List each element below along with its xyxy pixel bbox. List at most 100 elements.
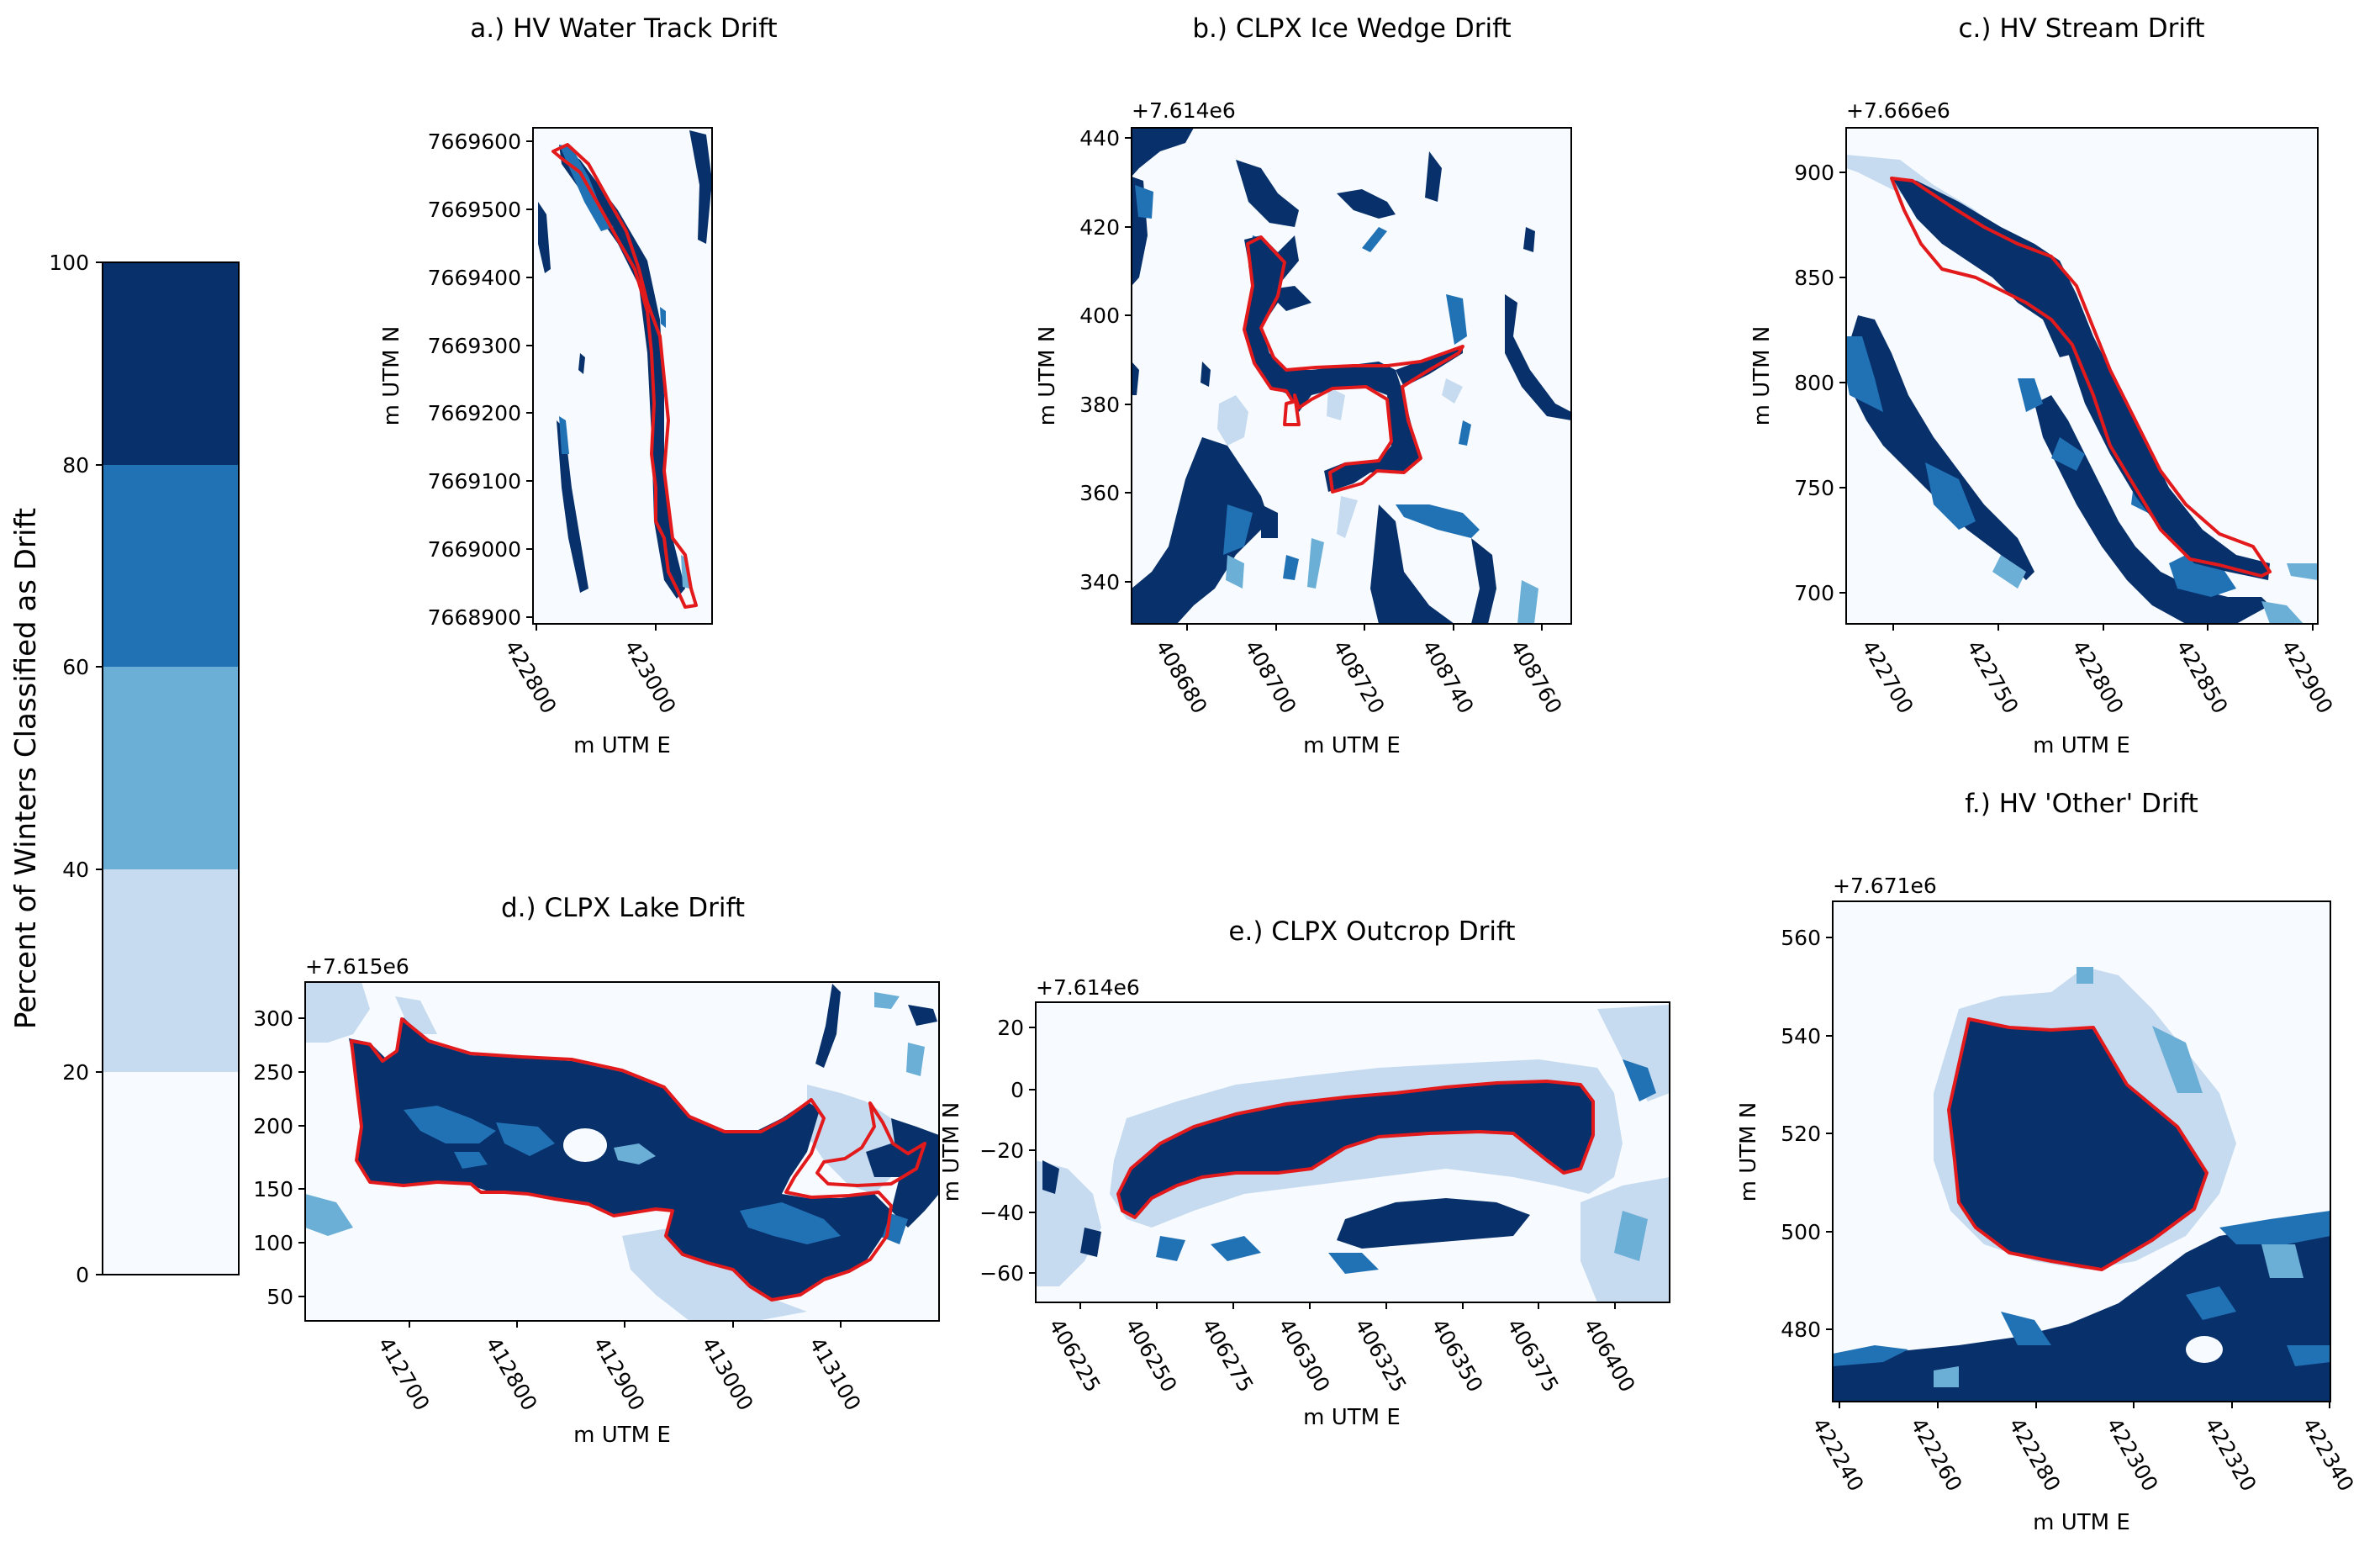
- panel-c-y-tick: 900: [1794, 161, 1834, 185]
- panel-d-y-tick: 300: [253, 1006, 293, 1031]
- panel-f-title: f.) HV 'Other' Drift: [1965, 789, 2198, 819]
- panel-e-x-tick: 406275: [1197, 1315, 1259, 1397]
- panel-f-x-tick: 422320: [2200, 1414, 2261, 1496]
- colorbar-bin-80-100: [103, 262, 239, 465]
- panel-b-x-tick: 408720: [1328, 636, 1390, 718]
- colorbar-bin-20-40: [103, 869, 239, 1072]
- colorbar-tick: 20: [62, 1060, 89, 1085]
- colorbar-tick: 100: [49, 251, 89, 275]
- panel-a-y-tick: 7669000: [428, 537, 521, 562]
- colorbar-label: Percent of Winters Classified as Drift: [9, 508, 43, 1029]
- panel-d-boundary: [350, 1017, 893, 1302]
- panel-e-ylabel: m UTM N: [939, 1102, 964, 1202]
- panel-b-y-tick: 340: [1079, 570, 1120, 594]
- panel-d-title: d.) CLPX Lake Drift: [501, 893, 745, 923]
- colorbar-tick: 60: [62, 655, 89, 679]
- panel-f-x-tick: 422260: [1906, 1414, 1967, 1496]
- panel-e-offset: +7.614e6: [1036, 975, 1140, 1000]
- panel-d-y-tick: 200: [253, 1114, 293, 1138]
- colorbar-bin-60-80: [103, 465, 239, 667]
- panel-b-drift-raster: [1132, 128, 1571, 624]
- panel-b-title: b.) CLPX Ice Wedge Drift: [1192, 13, 1511, 44]
- panel-f-y-tick: 480: [1781, 1318, 1821, 1342]
- panel-e-frame: [1035, 1001, 1670, 1303]
- panel-f-ylabel: m UTM N: [1736, 1102, 1761, 1202]
- panel-a-y-tick: 7669400: [428, 266, 521, 290]
- colorbar-tick: 40: [62, 858, 89, 882]
- panel-f-y-tick: 500: [1781, 1220, 1821, 1244]
- panel-e-x-tick: 406375: [1502, 1315, 1564, 1397]
- panel-c-x-tick: 422850: [2172, 636, 2233, 718]
- panel-c-title: c.) HV Stream Drift: [1959, 13, 2205, 44]
- panel-f-offset: +7.671e6: [1833, 874, 1937, 898]
- colorbar-tick: 0: [76, 1263, 89, 1287]
- panel-d-frame: [304, 981, 940, 1322]
- panel-b-x-tick: 408740: [1417, 636, 1479, 718]
- panel-b-ylabel: m UTM N: [1035, 326, 1060, 426]
- panel-f-x-tick: 422240: [1807, 1414, 1869, 1496]
- panel-e-x-tick: 406225: [1044, 1315, 1106, 1397]
- panel-c-x-tick: 422700: [1857, 636, 1918, 718]
- panel-d-y-tick: 100: [253, 1231, 293, 1255]
- panel-b-x-tick: 408760: [1506, 636, 1567, 718]
- panel-a-frame: [532, 127, 713, 625]
- panel-a-boundary: [551, 143, 698, 609]
- panel-b-y-tick: 400: [1079, 304, 1120, 328]
- panel-d-x-tick: 412900: [588, 1333, 650, 1415]
- panel-c-x-tick: 422750: [1962, 636, 2024, 718]
- panel-e-title: e.) CLPX Outcrop Drift: [1228, 916, 1515, 947]
- panel-b-y-tick: 440: [1079, 126, 1120, 151]
- panel-a: a.) HV Water Track Drift 7669600 7669500…: [379, 13, 778, 758]
- panel-a-x-tick: 423000: [620, 636, 681, 718]
- panel-a-y-tick: 7669200: [428, 401, 521, 425]
- colorbar-tick: 80: [62, 453, 89, 478]
- panel-e-x-tick: 406400: [1579, 1315, 1640, 1397]
- colorbar: 0 20 40 60 80 100 Percent of Winters Cla…: [9, 251, 240, 1287]
- panel-c-boundary: [1890, 177, 2272, 578]
- panel-c-offset: +7.666e6: [1846, 98, 1950, 123]
- panel-e-xlabel: m UTM E: [1303, 1405, 1401, 1430]
- panel-a-title: a.) HV Water Track Drift: [470, 13, 777, 44]
- panel-d-x-tick: 413000: [697, 1333, 758, 1415]
- panel-f: f.) HV 'Other' Drift +7.671e6: [1736, 789, 2359, 1535]
- panel-d-x-tick: 412700: [373, 1333, 435, 1415]
- panel-f-drift-core: [1949, 1019, 2207, 1270]
- panel-f-y-tick: 540: [1781, 1024, 1821, 1048]
- panel-c: c.) HV Stream Drift +7.666e6: [1749, 13, 2338, 758]
- panel-f-x-tick: 422300: [2102, 1414, 2163, 1496]
- panel-e-y-tick: 20: [997, 1016, 1024, 1040]
- panel-e-x-tick: 406350: [1427, 1315, 1488, 1397]
- panel-f-frame: [1832, 900, 2331, 1402]
- panel-b-y-tick: 420: [1079, 215, 1120, 240]
- panel-e-y-tick: −40: [979, 1201, 1024, 1225]
- panel-f-y-tick: 520: [1781, 1122, 1821, 1146]
- panel-c-y-tick: 700: [1794, 581, 1834, 605]
- panel-a-y-tick: 7669300: [428, 334, 521, 358]
- panel-e-y-tick: 0: [1011, 1078, 1024, 1102]
- panel-d-x-tick: 412800: [481, 1333, 542, 1415]
- panel-c-x-tick: 422800: [2067, 636, 2129, 718]
- panel-d: d.) CLPX Lake Drift +7.615e6: [253, 893, 940, 1448]
- panel-d-xlabel: m UTM E: [573, 1423, 671, 1448]
- panel-a-y-tick: 7669600: [428, 129, 521, 154]
- colorbar-frame: [102, 261, 240, 1275]
- panel-e-x-tick: 406325: [1350, 1315, 1412, 1397]
- panel-c-ylabel: m UTM N: [1749, 326, 1775, 426]
- panel-c-frame: [1845, 127, 2319, 625]
- panel-b: b.) CLPX Ice Wedge Drift +7.614e6: [1035, 13, 1572, 758]
- panel-a-xlabel: m UTM E: [573, 733, 671, 758]
- panel-f-x-tick: 422340: [2298, 1414, 2359, 1496]
- panel-c-xlabel: m UTM E: [2033, 733, 2130, 758]
- panel-c-x-tick: 422900: [2277, 636, 2338, 718]
- panel-c-y-tick: 750: [1794, 476, 1834, 500]
- panel-b-offset: +7.614e6: [1132, 98, 1236, 123]
- panel-e-boundary: [1116, 1080, 1595, 1219]
- panel-f-x-tick: 422280: [2004, 1414, 2066, 1496]
- panel-c-y-tick: 800: [1794, 371, 1834, 395]
- panel-b-x-tick: 408680: [1151, 636, 1212, 718]
- panel-d-offset: +7.615e6: [305, 954, 409, 979]
- panel-b-boundary: [1243, 235, 1464, 494]
- panel-b-y-tick: 360: [1079, 481, 1120, 505]
- panel-e: e.) CLPX Outcrop Drift +7.614e6: [939, 916, 1670, 1430]
